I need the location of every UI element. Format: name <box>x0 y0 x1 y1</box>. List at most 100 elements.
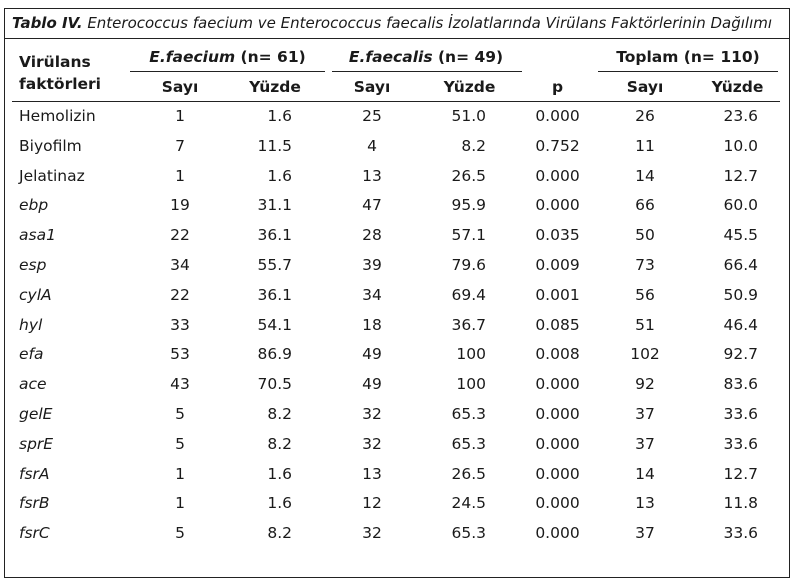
cell-efaecium-count: 19 <box>170 196 190 214</box>
cell-efaecalis-count: 28 <box>362 226 382 244</box>
cell-factor: esp <box>19 256 47 274</box>
cell-efaecium-percent: 31.1 <box>257 196 292 214</box>
header-group-total: Toplam (n= 110) <box>616 48 760 66</box>
cell-total-count: 50 <box>635 226 655 244</box>
cell-efaecalis-count: 34 <box>362 286 382 304</box>
cell-total-percent: 66.4 <box>723 256 758 274</box>
cell-efaecalis-percent: 65.3 <box>451 524 486 542</box>
cell-total-count: 37 <box>635 435 655 453</box>
cell-total-count: 26 <box>635 107 655 125</box>
cell-total-percent: 11.8 <box>723 494 758 512</box>
cell-efaecalis-percent: 36.7 <box>451 316 486 334</box>
cell-efaecium-count: 43 <box>170 375 190 393</box>
cell-efaecium-percent: 36.1 <box>257 286 292 304</box>
cell-efaecalis-percent: 69.4 <box>451 286 486 304</box>
table-frame <box>4 8 790 578</box>
cell-efaecalis-percent: 95.9 <box>451 196 486 214</box>
cell-efaecalis-count: 18 <box>362 316 382 334</box>
cell-efaecalis-percent: 26.5 <box>451 465 486 483</box>
cell-efaecium-count: 53 <box>170 345 190 363</box>
cell-factor: ebp <box>19 196 49 214</box>
cell-factor: ace <box>19 375 47 393</box>
cell-p: 0.752 <box>535 137 580 155</box>
cell-efaecium-count: 1 <box>175 465 185 483</box>
cell-factor: Jelatinaz <box>19 167 85 185</box>
cell-efaecium-percent: 54.1 <box>257 316 292 334</box>
cell-p: 0.000 <box>535 524 580 542</box>
cell-total-count: 51 <box>635 316 655 334</box>
caption-text: Enterococcus faecium ve Enterococcus fae… <box>82 14 773 32</box>
cell-factor: cylA <box>19 286 52 304</box>
cell-p: 0.000 <box>535 107 580 125</box>
cell-efaecium-count: 1 <box>175 167 185 185</box>
cell-efaecium-count: 34 <box>170 256 190 274</box>
header-efaecalis-count: Sayı <box>353 78 391 96</box>
cell-efaecium-percent: 1.6 <box>267 465 292 483</box>
cell-efaecalis-count: 13 <box>362 465 382 483</box>
cell-total-percent: 60.0 <box>723 196 758 214</box>
group-total-rule <box>598 71 778 72</box>
cell-factor: Biyofilm <box>19 137 82 155</box>
cell-total-percent: 92.7 <box>723 345 758 363</box>
cell-total-count: 14 <box>635 167 655 185</box>
cell-efaecalis-count: 13 <box>362 167 382 185</box>
cell-efaecalis-percent: 79.6 <box>451 256 486 274</box>
header-efaecium-percent: Yüzde <box>249 78 301 96</box>
cell-total-count: 37 <box>635 405 655 423</box>
cell-efaecalis-percent: 65.3 <box>451 435 486 453</box>
cell-efaecalis-percent: 100 <box>456 375 486 393</box>
cell-efaecium-percent: 1.6 <box>267 107 292 125</box>
cell-total-percent: 33.6 <box>723 524 758 542</box>
cell-p: 0.000 <box>535 375 580 393</box>
cell-efaecium-count: 1 <box>175 494 185 512</box>
cell-efaecium-count: 22 <box>170 226 190 244</box>
cell-total-percent: 33.6 <box>723 435 758 453</box>
cell-total-count: 73 <box>635 256 655 274</box>
cell-factor: asa1 <box>19 226 56 244</box>
cell-total-count: 56 <box>635 286 655 304</box>
header-group-efaecalis: E.faecalis (n= 49) <box>330 48 522 66</box>
group-efaecalis-n: (n= 49) <box>432 48 504 66</box>
group-efaecalis-rule <box>332 71 522 72</box>
cell-efaecium-percent: 8.2 <box>267 405 292 423</box>
cell-efaecalis-count: 49 <box>362 345 382 363</box>
cell-efaecalis-percent: 8.2 <box>461 137 486 155</box>
cell-p: 0.009 <box>535 256 580 274</box>
cell-factor: Hemolizin <box>19 107 96 125</box>
group-efaecalis-name: E.faecalis <box>348 48 433 66</box>
cell-efaecalis-percent: 26.5 <box>451 167 486 185</box>
cell-total-count: 13 <box>635 494 655 512</box>
cell-total-percent: 10.0 <box>723 137 758 155</box>
cell-p: 0.035 <box>535 226 580 244</box>
cell-factor: efa <box>19 345 44 363</box>
cell-total-percent: 45.5 <box>723 226 758 244</box>
cell-efaecium-percent: 8.2 <box>267 524 292 542</box>
cell-efaecium-percent: 8.2 <box>267 435 292 453</box>
cell-factor: hyl <box>19 316 43 334</box>
cell-efaecium-percent: 55.7 <box>257 256 292 274</box>
cell-p: 0.000 <box>535 405 580 423</box>
cell-efaecalis-count: 32 <box>362 524 382 542</box>
cell-efaecalis-count: 39 <box>362 256 382 274</box>
cell-total-count: 92 <box>635 375 655 393</box>
cell-efaecium-percent: 11.5 <box>257 137 292 155</box>
cell-factor: fsrC <box>19 524 50 542</box>
cell-total-count: 11 <box>635 137 655 155</box>
cell-factor: gelE <box>19 405 53 423</box>
cell-efaecalis-count: 32 <box>362 405 382 423</box>
cell-efaecalis-percent: 24.5 <box>451 494 486 512</box>
table-caption: Tablo IV. Enterococcus faecium ve Entero… <box>4 8 790 39</box>
caption-label: Tablo IV. <box>12 14 83 32</box>
header-factor-line1: Virülans <box>19 53 91 71</box>
cell-efaecalis-count: 32 <box>362 435 382 453</box>
cell-p: 0.000 <box>535 494 580 512</box>
group-efaecium-name: E.faecium <box>149 48 236 66</box>
group-efaecium-n: (n= 61) <box>235 48 306 66</box>
header-total-count: Sayı <box>626 78 664 96</box>
cell-total-percent: 33.6 <box>723 405 758 423</box>
cell-efaecium-count: 5 <box>175 524 185 542</box>
cell-p: 0.008 <box>535 345 580 363</box>
header-efaecalis-percent: Yüzde <box>443 78 496 96</box>
group-efaecium-rule <box>130 71 325 72</box>
cell-efaecium-percent: 36.1 <box>257 226 292 244</box>
